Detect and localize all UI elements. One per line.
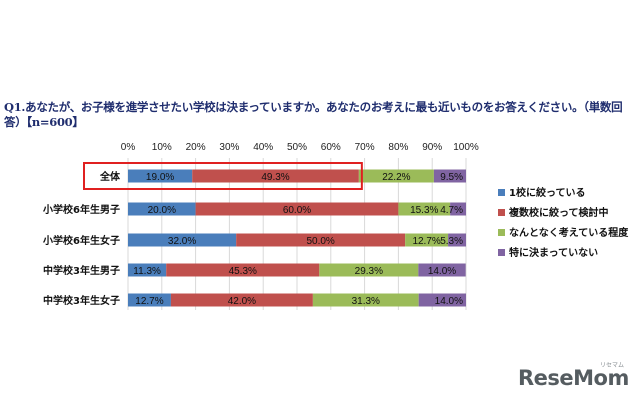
bar-value-label: 12.7% <box>135 296 163 307</box>
bar-segment <box>319 263 419 277</box>
legend-label: 1校に絞っている <box>509 186 585 199</box>
x-tick-label: 100% <box>453 142 479 153</box>
bar-value-label: 14.0% <box>428 266 456 277</box>
highlight-box <box>83 162 363 190</box>
bar-segment <box>433 169 466 183</box>
brand-logo: ReseMom <box>518 366 629 390</box>
category-label: 中学校3年生男子 <box>43 264 120 277</box>
bar-value-label: 31.3% <box>352 296 380 307</box>
bar-segment <box>418 263 466 277</box>
x-tick-label: 50% <box>287 142 307 153</box>
bar-segment <box>170 293 313 307</box>
x-tick-label: 60% <box>321 142 341 153</box>
bar-segment <box>192 169 359 183</box>
bar-segment <box>166 263 320 277</box>
x-tick-label: 40% <box>253 142 273 153</box>
bar-value-label: 5.3% <box>440 236 463 247</box>
legend-swatch <box>498 229 505 236</box>
legend-label: 複数校に絞って検討中 <box>508 206 609 219</box>
bar-segment <box>128 263 167 277</box>
bar-segment <box>195 202 399 216</box>
x-tick-label: 20% <box>186 142 206 153</box>
bar-segment <box>450 202 466 216</box>
bar-segment <box>358 169 434 183</box>
bar-value-label: 14.0% <box>435 296 463 307</box>
bar-value-label: 20.0% <box>148 205 176 216</box>
x-tick-label: 70% <box>355 142 375 153</box>
bar-segment <box>128 293 171 307</box>
category-label: 中学校3年生女子 <box>43 294 120 307</box>
category-label: 全体 <box>99 170 121 183</box>
bar-value-label: 49.3% <box>261 172 289 183</box>
bar-value-label: 45.3% <box>229 266 257 277</box>
bar-value-label: 11.3% <box>133 266 161 277</box>
bar-value-label: 42.0% <box>228 296 256 307</box>
bar-value-label: 12.7% <box>412 236 440 247</box>
bar-segment <box>128 233 237 247</box>
x-tick-label: 80% <box>388 142 408 153</box>
bar-segment <box>128 169 193 183</box>
legend-label: 特に決まっていない <box>509 246 598 259</box>
bar-segment <box>128 202 196 216</box>
legend-label: なんとなく考えている程度 <box>509 226 629 239</box>
bar-value-label: 9.5% <box>440 172 463 183</box>
bar-segment <box>448 233 466 247</box>
bar-segment <box>418 293 466 307</box>
brand-logo-sub: リセマム <box>600 362 625 369</box>
bar-value-label: 19.0% <box>146 172 174 183</box>
x-tick-label: 30% <box>219 142 239 153</box>
question-text: Q1.あなたが、お子様を進学させたい学校は決まっていますか。あなたのお考えに最も… <box>4 100 623 129</box>
bar-value-label: 50.0% <box>306 236 334 247</box>
legend-swatch <box>498 249 505 256</box>
category-label: 小学校6年生男子 <box>42 203 120 216</box>
bar-value-label: 29.3% <box>355 266 383 277</box>
category-label: 小学校6年生女子 <box>42 234 120 247</box>
x-tick-label: 0% <box>121 142 136 153</box>
bar-value-label: 60.0% <box>283 205 311 216</box>
bar-value-label: 15.3% <box>410 205 438 216</box>
bar-value-label: 4.7% <box>440 205 463 216</box>
legend-swatch <box>498 189 505 196</box>
bar-segment <box>405 233 449 247</box>
bar-segment <box>312 293 419 307</box>
x-tick-label: 90% <box>422 142 442 153</box>
x-tick-label: 10% <box>152 142 172 153</box>
bar-segment <box>398 202 451 216</box>
legend-swatch <box>498 209 505 216</box>
bar-segment <box>236 233 406 247</box>
bar-value-label: 22.2% <box>382 172 410 183</box>
bar-value-label: 32.0% <box>168 236 196 247</box>
